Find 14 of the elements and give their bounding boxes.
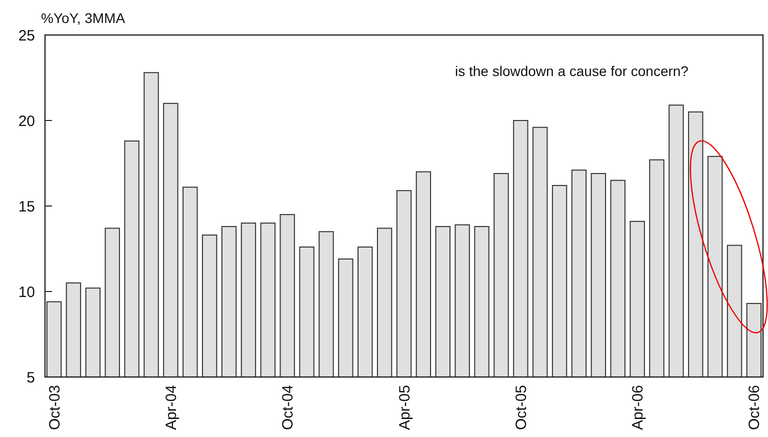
x-tick-label: Oct-05	[512, 385, 530, 430]
y-axis-title: %YoY, 3MMA	[41, 10, 126, 26]
y-tick-label: 20	[18, 112, 35, 130]
x-tick-label: Oct-06	[746, 385, 764, 430]
x-tick-label: Apr-06	[630, 385, 647, 430]
x-tick-label: Apr-04	[162, 385, 180, 430]
annotation: is the slowdown a cause for concern?	[455, 63, 689, 79]
y-tick-label: 15	[18, 198, 35, 216]
x-tick-label: Oct-03	[46, 385, 64, 430]
x-tick-label: Apr-05	[396, 385, 414, 430]
x-tick-label: Oct-04	[280, 385, 297, 430]
y-tick-label: 25	[18, 27, 35, 44]
y-tick-label: 10	[18, 284, 35, 301]
y-tick-label: 5	[26, 369, 35, 386]
